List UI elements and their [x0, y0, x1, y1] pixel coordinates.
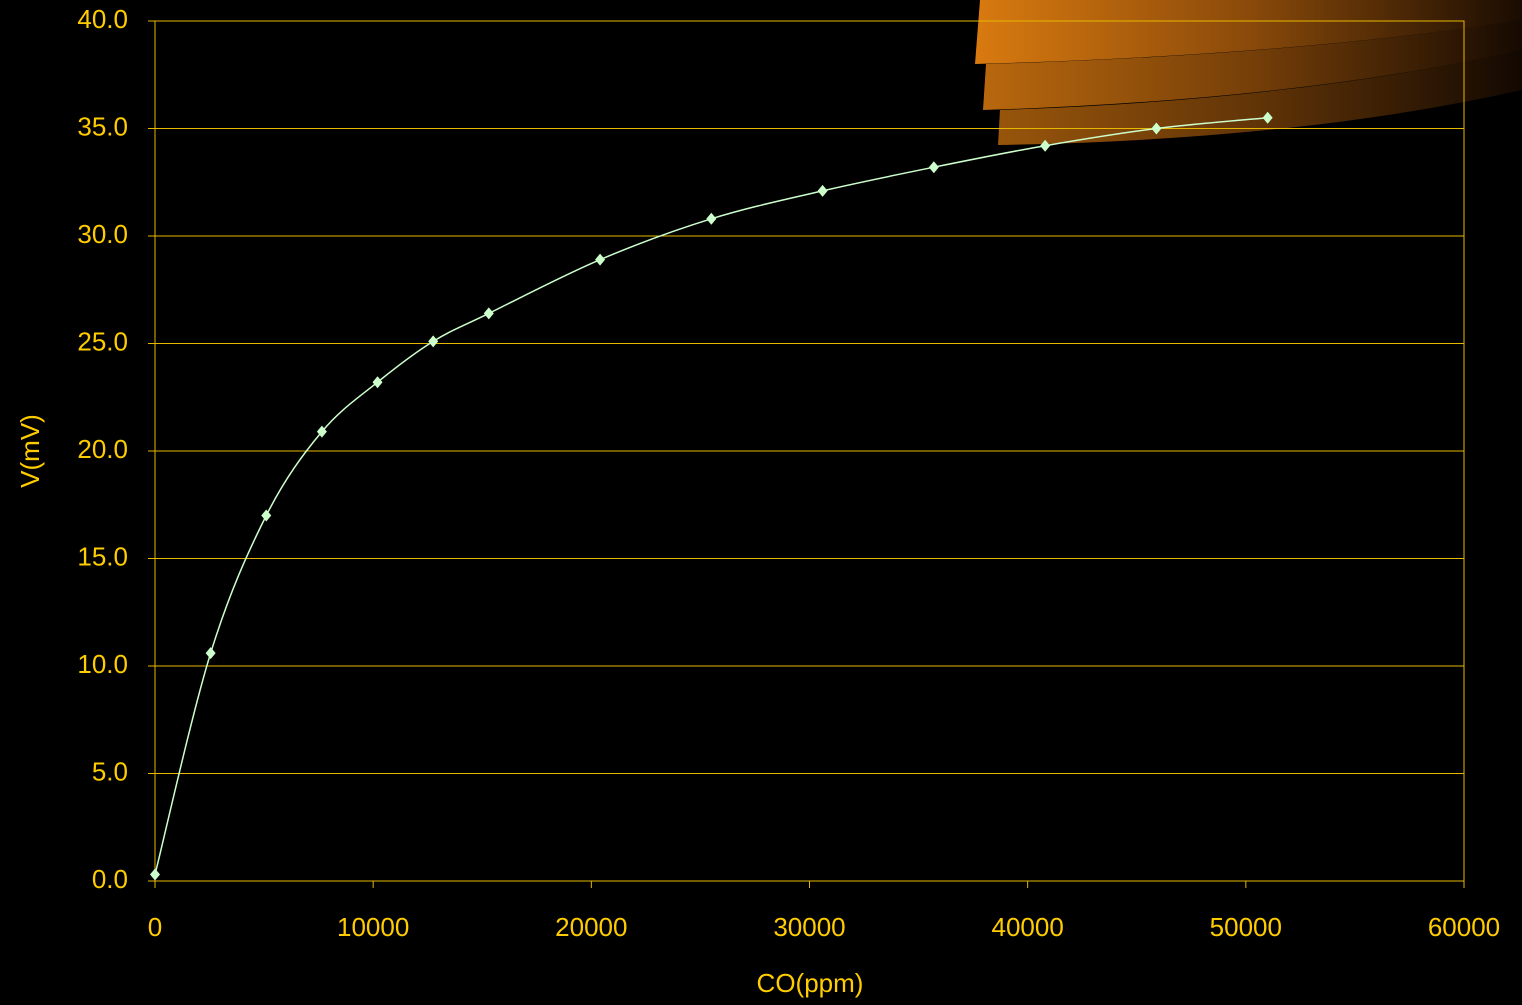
chart: CO(ppm) V(mV) 0.0 5.0 10.0 15.0 20.0 25.0 30.0… [0, 0, 1522, 1005]
series-line [155, 118, 1268, 875]
x-axis-title: CO(ppm) [757, 968, 864, 998]
y-tick-label: 20.0 [77, 434, 128, 464]
data-point [929, 161, 939, 173]
y-tick-label: 25.0 [77, 326, 128, 356]
decoration [975, 0, 1522, 145]
x-tick-label: 30000 [773, 912, 845, 942]
y-axis-title: V(mV) [15, 414, 45, 488]
data-point [706, 213, 716, 225]
data-point [261, 510, 271, 522]
y-tick-label: 40.0 [77, 4, 128, 34]
y-tick-label: 15.0 [77, 541, 128, 571]
data-point [428, 335, 438, 347]
x-tick-label: 0 [148, 912, 162, 942]
data-point [595, 254, 605, 266]
y-tick-label: 10.0 [77, 649, 128, 679]
x-tick-label: 20000 [555, 912, 627, 942]
x-tick-label: 50000 [1210, 912, 1282, 942]
y-tick-label: 5.0 [92, 756, 128, 786]
y-tick-label: 35.0 [77, 111, 128, 141]
x-tick-label: 10000 [337, 912, 409, 942]
y-tick-label: 0.0 [92, 864, 128, 894]
x-tick-label: 40000 [992, 912, 1064, 942]
data-point [206, 647, 216, 659]
y-tick-label: 30.0 [77, 219, 128, 249]
data-point [373, 376, 383, 388]
data-point [818, 185, 828, 197]
x-tick-label: 60000 [1428, 912, 1500, 942]
data-point [484, 307, 494, 319]
data-point [150, 869, 160, 881]
